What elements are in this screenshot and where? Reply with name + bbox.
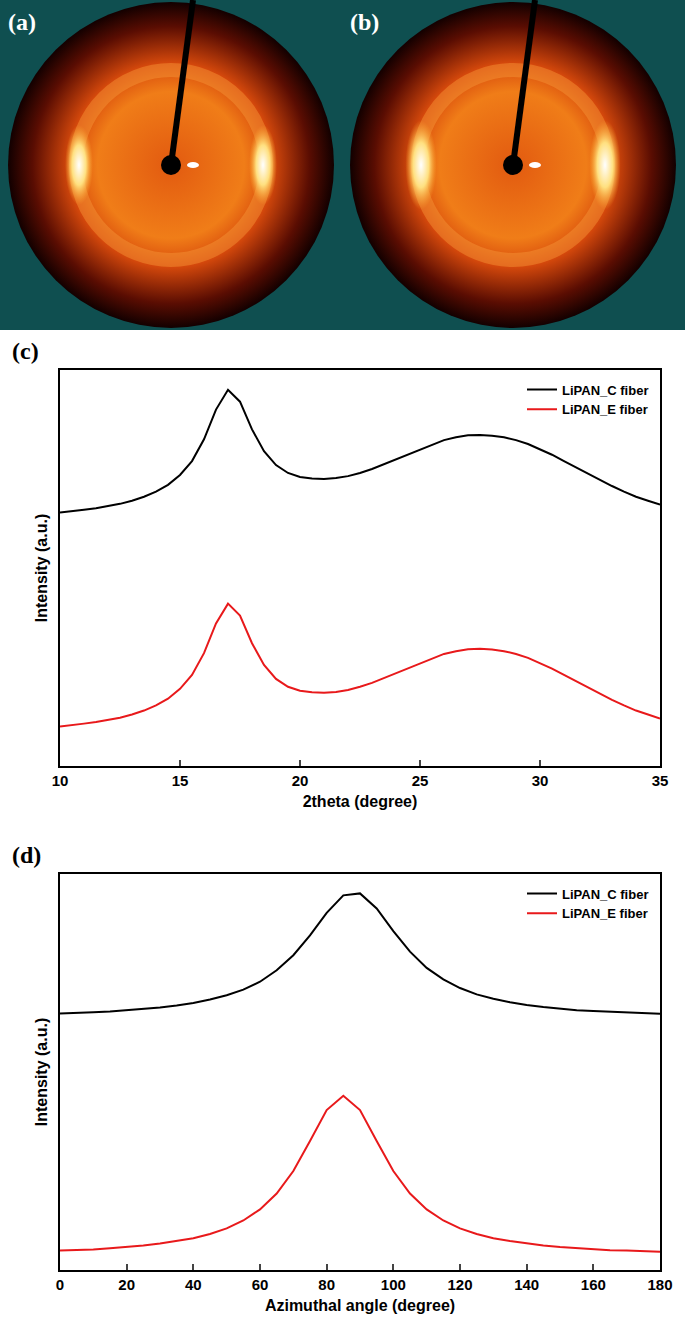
svg-text:(a): (a) [8, 9, 36, 35]
svg-text:LiPAN_E fiber: LiPAN_E fiber [562, 906, 648, 921]
svg-text:(d): (d) [12, 842, 41, 868]
svg-text:0: 0 [56, 1276, 64, 1293]
svg-text:20: 20 [292, 772, 309, 789]
svg-text:LiPAN_E fiber: LiPAN_E fiber [562, 402, 648, 417]
svg-text:140: 140 [514, 1276, 539, 1293]
svg-text:35: 35 [652, 772, 669, 789]
svg-text:Azimuthal angle (degree): Azimuthal angle (degree) [265, 1297, 455, 1314]
svg-text:20: 20 [118, 1276, 135, 1293]
svg-text:100: 100 [381, 1276, 406, 1293]
svg-text:80: 80 [318, 1276, 335, 1293]
svg-text:25: 25 [412, 772, 429, 789]
svg-text:40: 40 [185, 1276, 202, 1293]
svg-text:(c): (c) [12, 338, 39, 364]
svg-text:Intensity (a.u.): Intensity (a.u.) [33, 514, 50, 622]
svg-text:Intensity (a.u.): Intensity (a.u.) [33, 1018, 50, 1126]
svg-text:120: 120 [447, 1276, 472, 1293]
svg-text:(b): (b) [350, 9, 379, 35]
svg-text:60: 60 [252, 1276, 269, 1293]
svg-text:LiPAN_C fiber: LiPAN_C fiber [562, 887, 648, 902]
svg-text:30: 30 [532, 772, 549, 789]
svg-text:160: 160 [581, 1276, 606, 1293]
svg-text:15: 15 [172, 772, 189, 789]
svg-text:10: 10 [52, 772, 69, 789]
svg-text:2theta (degree): 2theta (degree) [303, 793, 418, 810]
svg-text:180: 180 [647, 1276, 672, 1293]
svg-text:LiPAN_C fiber: LiPAN_C fiber [562, 383, 648, 398]
